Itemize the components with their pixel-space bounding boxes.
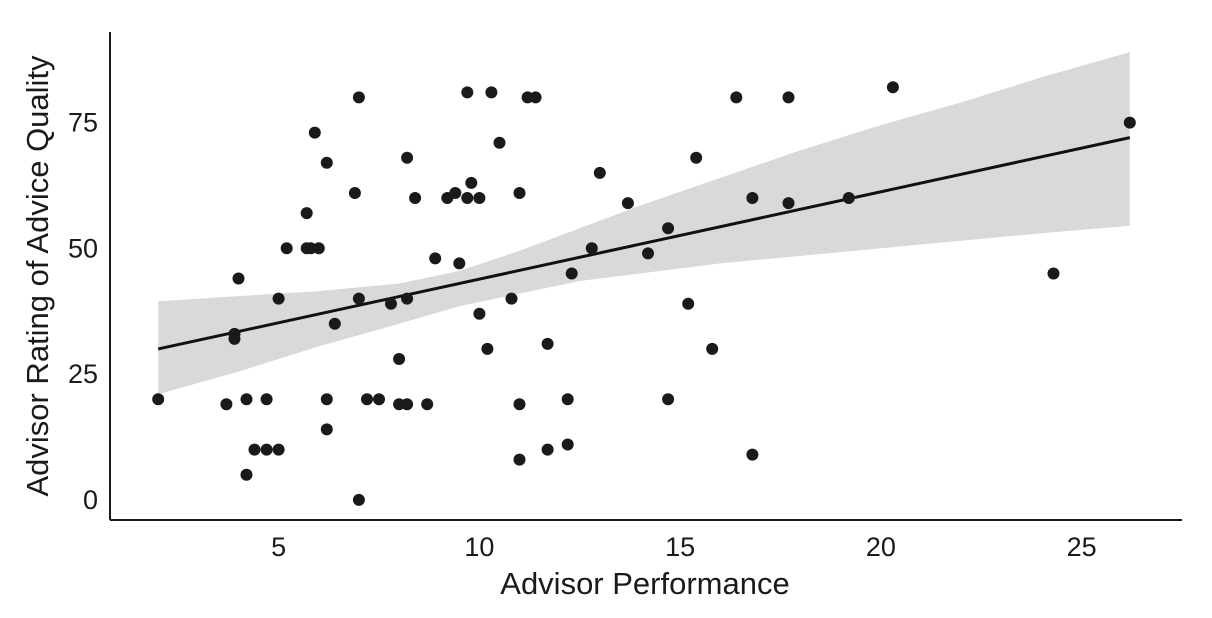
data-point [481,342,494,355]
x-axis-title: Advisor Performance [500,566,789,601]
regression-line-layer [157,136,1131,351]
data-point [373,393,385,406]
data-point [585,242,598,255]
x-tick-label: 15 [665,532,695,562]
data-point [746,192,759,204]
data-point [401,398,414,411]
data-point [886,81,899,94]
data-point [461,192,474,204]
data-point [429,252,442,265]
x-tick-label: 5 [271,532,286,562]
data-point [1047,267,1060,280]
data-point [312,242,325,255]
data-point [240,393,253,406]
data-point [240,468,253,481]
data-point [513,453,526,466]
data-point [352,493,365,506]
data-point [260,393,273,406]
data-point [248,443,261,456]
data-point [228,332,241,345]
data-point [409,192,422,204]
data-point [272,292,285,305]
data-point [473,307,486,320]
data-points-layer [152,81,1136,506]
data-point [513,187,526,199]
data-point [706,342,719,355]
data-point [449,187,462,199]
data-point [662,393,675,406]
data-point [352,91,365,104]
axes-layer [109,32,1182,521]
data-point [385,297,397,310]
data-point [561,438,574,451]
regression-line [157,136,1131,351]
confidence-band-layer [158,52,1130,395]
data-point [690,151,703,164]
data-point [493,136,506,149]
data-point [361,393,373,406]
data-point [280,242,293,255]
data-point [320,393,333,406]
data-point [561,393,574,406]
data-point [401,292,414,305]
data-point [513,398,526,411]
data-point [782,197,795,210]
data-point [461,86,474,99]
data-point [541,443,554,456]
data-point [260,443,273,456]
data-point [352,292,365,305]
y-tick-label: 50 [68,233,98,263]
x-tick-label: 25 [1067,532,1097,562]
y-axis-title: Advisor Rating of Advice Quality [20,55,55,497]
data-point [541,337,554,350]
data-point [682,297,695,310]
data-point [662,222,675,235]
y-tick-label: 75 [68,108,98,138]
data-point [1123,116,1136,129]
data-point [152,393,165,406]
data-point [328,317,341,330]
data-point [220,398,233,411]
confidence-band [158,52,1130,395]
data-point [730,91,743,104]
x-tick-label: 20 [866,532,896,562]
data-point [642,247,654,260]
data-point [393,353,406,365]
data-point [505,292,518,305]
data-point [782,91,795,104]
data-point [232,272,245,285]
data-point [529,91,542,104]
data-point [593,166,606,179]
data-point [300,207,313,220]
data-point [272,443,285,456]
data-point [320,423,333,436]
y-tick-label: 25 [68,359,98,389]
data-point [465,176,478,189]
data-point [746,448,759,461]
data-point [565,267,578,280]
data-point [485,86,498,99]
data-point [348,187,361,199]
data-point [421,398,434,411]
data-point [320,156,333,169]
data-point [453,257,466,270]
data-point [401,151,414,164]
tick-labels-layer: 5 10 15 20 25 0 25 50 75 [68,108,1097,562]
data-point [308,126,321,139]
x-tick-label: 10 [464,532,494,562]
data-point [473,192,486,204]
y-tick-label: 0 [83,485,98,515]
data-point [621,197,634,210]
data-point [842,192,855,204]
